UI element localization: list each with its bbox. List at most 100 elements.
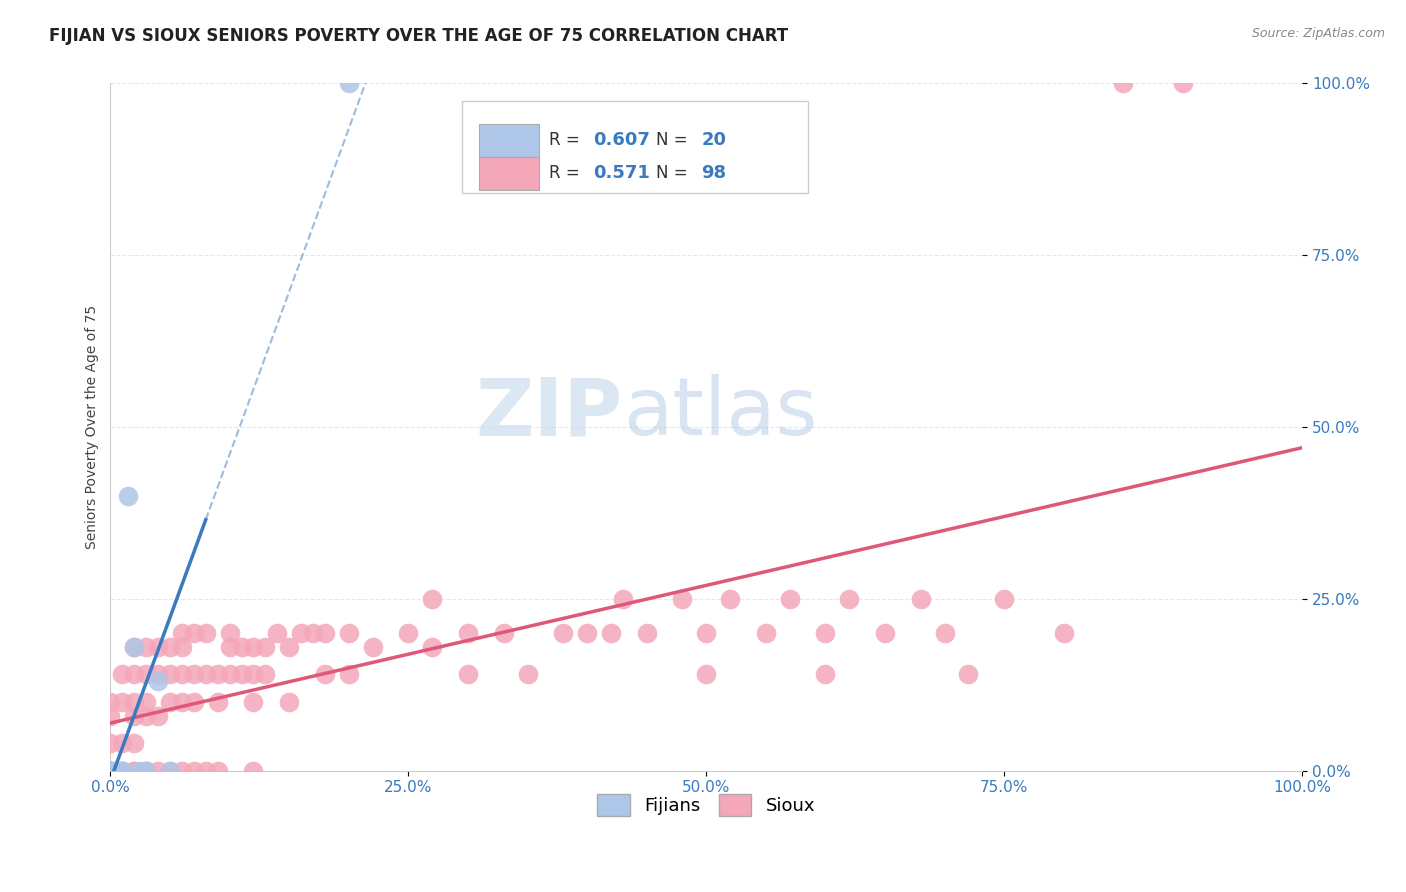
Point (105, 764, 128, 778)
Point (254, 640, 277, 654)
Point (396, 626, 419, 640)
Point (278, 640, 301, 654)
Point (105, 764, 128, 778)
Point (122, 667, 145, 681)
Point (159, 667, 181, 681)
Point (183, 764, 205, 778)
Point (111, 695, 134, 709)
Point (135, 764, 157, 778)
Point (122, 640, 145, 654)
Point (111, 736, 134, 750)
Point (122, 764, 145, 778)
Point (1112, 77, 1135, 91)
Point (838, 591, 860, 606)
Point (337, 626, 360, 640)
Point (100, 764, 122, 778)
Point (105, 764, 128, 778)
Text: 20: 20 (702, 131, 727, 149)
Text: R =: R = (548, 131, 585, 149)
Point (100, 764, 122, 778)
Point (695, 667, 717, 681)
Point (111, 764, 134, 778)
Point (170, 695, 193, 709)
Point (1053, 626, 1076, 640)
Point (492, 626, 515, 640)
FancyBboxPatch shape (478, 157, 540, 190)
Point (170, 640, 193, 654)
Point (779, 591, 801, 606)
Text: ZIP: ZIP (475, 375, 623, 452)
Point (183, 695, 205, 709)
Text: FIJIAN VS SIOUX SENIORS POVERTY OVER THE AGE OF 75 CORRELATION CHART: FIJIAN VS SIOUX SENIORS POVERTY OVER THE… (49, 27, 789, 45)
Text: 98: 98 (702, 164, 727, 182)
FancyBboxPatch shape (478, 124, 540, 157)
Point (183, 626, 205, 640)
Point (135, 708, 157, 723)
Point (553, 626, 575, 640)
Text: 0.607: 0.607 (593, 131, 650, 149)
Point (100, 764, 122, 778)
Y-axis label: Seniors Poverty Over the Age of 75: Seniors Poverty Over the Age of 75 (86, 305, 100, 549)
Point (207, 667, 229, 681)
Point (337, 77, 360, 91)
Point (207, 695, 229, 709)
Point (231, 667, 253, 681)
Point (100, 764, 122, 778)
Point (814, 667, 837, 681)
Point (146, 764, 169, 778)
Point (100, 708, 122, 723)
Point (170, 764, 193, 778)
Point (146, 708, 169, 723)
Point (420, 640, 443, 654)
Point (266, 626, 288, 640)
Point (194, 667, 217, 681)
Point (122, 764, 145, 778)
Point (159, 695, 181, 709)
Legend: Fijians, Sioux: Fijians, Sioux (591, 787, 823, 823)
Point (135, 764, 157, 778)
Point (612, 591, 634, 606)
Point (100, 764, 122, 778)
Text: atlas: atlas (623, 375, 817, 452)
Point (231, 640, 253, 654)
FancyBboxPatch shape (463, 101, 807, 194)
Point (218, 640, 240, 654)
Point (135, 640, 157, 654)
Point (218, 626, 240, 640)
Text: Source: ZipAtlas.com: Source: ZipAtlas.com (1251, 27, 1385, 40)
Point (910, 591, 932, 606)
Point (873, 626, 896, 640)
Point (457, 626, 479, 640)
Point (242, 640, 264, 654)
Point (636, 626, 658, 640)
Point (100, 764, 122, 778)
Point (105, 764, 128, 778)
Point (814, 626, 837, 640)
Point (170, 667, 193, 681)
Point (122, 736, 145, 750)
Point (159, 764, 181, 778)
Point (100, 764, 122, 778)
Point (122, 640, 145, 654)
Point (129, 764, 152, 778)
Text: R =: R = (548, 164, 585, 182)
Point (111, 764, 134, 778)
Point (242, 667, 264, 681)
Point (242, 695, 264, 709)
Point (183, 667, 205, 681)
Point (117, 489, 139, 503)
Point (361, 640, 384, 654)
Point (671, 591, 693, 606)
Point (100, 736, 122, 750)
Point (576, 626, 599, 640)
Point (993, 591, 1015, 606)
Point (1171, 77, 1194, 91)
Point (100, 764, 122, 778)
Point (111, 764, 134, 778)
Point (957, 667, 980, 681)
Point (100, 764, 122, 778)
Point (111, 764, 134, 778)
Point (718, 591, 741, 606)
Point (302, 626, 325, 640)
Point (934, 626, 956, 640)
